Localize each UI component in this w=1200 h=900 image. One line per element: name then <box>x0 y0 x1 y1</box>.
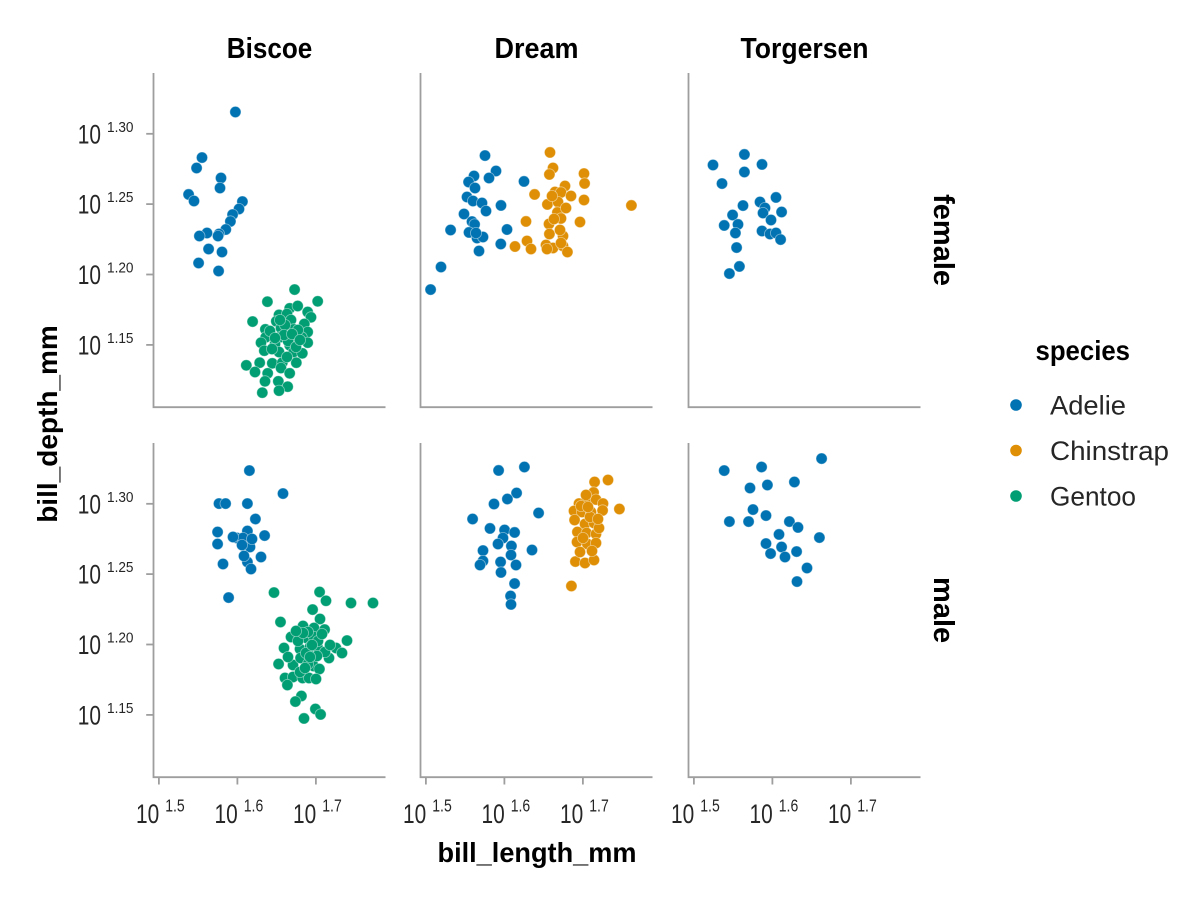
svg-text:101.7: 10 1.7 <box>560 796 609 830</box>
svg-text:101.25: 10 1.25 <box>78 560 134 590</box>
svg-text:101.6: 10 1.6 <box>215 796 264 830</box>
svg-text:Gentoo: Gentoo <box>1050 482 1136 512</box>
svg-text:101.5: 10 1.5 <box>403 796 452 830</box>
svg-text:101.5: 10 1.5 <box>671 796 720 830</box>
svg-text:101.6: 10 1.6 <box>482 796 531 830</box>
svg-text:101.15: 10 1.15 <box>78 700 134 730</box>
svg-text:Adelie: Adelie <box>1050 391 1126 421</box>
svg-text:101.30: 10 1.30 <box>78 489 134 519</box>
svg-text:Dream: Dream <box>495 33 579 65</box>
svg-text:101.5: 10 1.5 <box>136 796 185 830</box>
svg-text:101.7: 10 1.7 <box>293 796 342 830</box>
svg-text:species: species <box>1036 335 1131 366</box>
svg-text:Chinstrap: Chinstrap <box>1050 436 1169 466</box>
svg-text:101.6: 10 1.6 <box>750 796 799 830</box>
svg-text:Biscoe: Biscoe <box>227 33 313 65</box>
svg-text:101.15: 10 1.15 <box>78 330 134 360</box>
svg-text:101.20: 10 1.20 <box>78 260 134 290</box>
svg-text:bill_length_mm: bill_length_mm <box>438 837 637 868</box>
svg-text:female: female <box>927 194 959 286</box>
svg-text:bill_depth_mm: bill_depth_mm <box>32 325 63 523</box>
svg-text:101.7: 10 1.7 <box>828 796 877 830</box>
svg-text:101.20: 10 1.20 <box>78 630 134 660</box>
svg-text:101.30: 10 1.30 <box>78 119 134 149</box>
svg-text:male: male <box>927 577 959 643</box>
svg-text:101.25: 10 1.25 <box>78 190 134 220</box>
svg-text:Torgersen: Torgersen <box>741 33 869 65</box>
